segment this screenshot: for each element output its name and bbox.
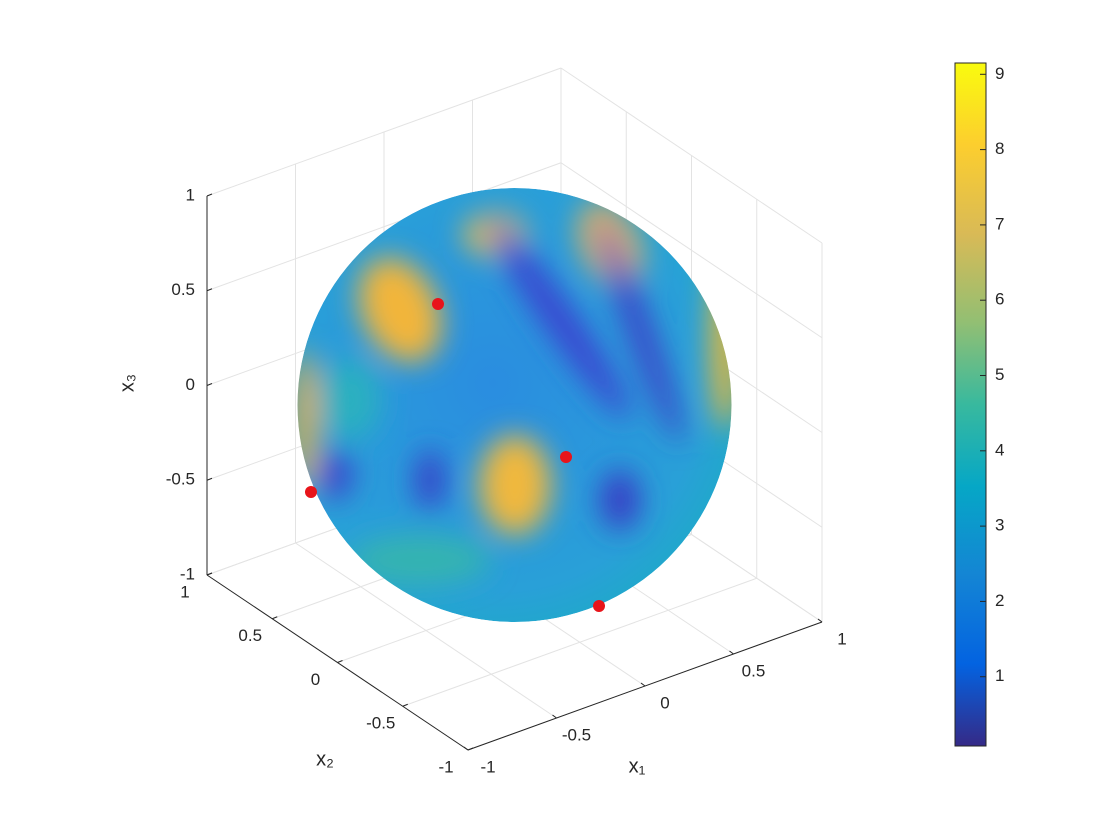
tick-mark [817, 618, 823, 623]
y-tick-label: 1 [180, 582, 189, 601]
tick-mark [552, 714, 557, 719]
x-axis-label: x₁ [629, 755, 646, 777]
grid-line [560, 67, 823, 244]
z-tick-label: 0 [186, 375, 195, 394]
tick-mark [206, 572, 213, 576]
colorbar-tick-label: 8 [995, 139, 1004, 158]
z-axis-label: x₃ [116, 374, 138, 392]
x-tick-label: 1 [837, 629, 846, 648]
y-axis-label: x₂ [316, 748, 334, 770]
colorbar-tick-label: 6 [995, 290, 1004, 309]
tick-mark [272, 616, 278, 620]
tick-mark [206, 193, 213, 197]
colorbar-tick-label: 4 [995, 440, 1004, 459]
colorbar-tick-label: 2 [995, 591, 1004, 610]
colorbar-tick-label: 9 [995, 64, 1004, 83]
y-tick-label: 0 [311, 670, 320, 689]
colorbar [954, 62, 987, 747]
colorbar-axis: 1 2 3 4 5 6 7 8 9 [980, 64, 1004, 685]
x-axis-line [467, 621, 823, 751]
marker [432, 298, 444, 310]
y-tick-label: -0.5 [366, 714, 395, 733]
z-tick-label: -1 [180, 564, 195, 583]
tick-mark [337, 660, 343, 663]
axes: -1-0.500.51-1-0.500.51-1-0.500.51 [166, 185, 847, 776]
z-tick-label: -0.5 [166, 470, 195, 489]
x-tick-label: -1 [480, 757, 495, 776]
x-tick-label: 0.5 [742, 661, 766, 680]
colorbar-tick-label: 7 [995, 214, 1004, 233]
grid-line [206, 67, 562, 197]
marker [560, 451, 572, 463]
tick-mark [206, 288, 213, 292]
markers [305, 298, 605, 612]
tick-mark [729, 650, 734, 655]
z-tick-label: 0.5 [171, 280, 195, 299]
grid-line [402, 577, 757, 707]
sphere [297, 188, 732, 622]
colorbar-tick-label: 1 [995, 666, 1004, 685]
tick-mark [402, 703, 408, 707]
y-tick-label: -1 [438, 757, 453, 776]
marker [305, 486, 317, 498]
colorbar-tick-label: 3 [995, 516, 1004, 535]
marker [593, 600, 605, 612]
x-tick-label: -0.5 [562, 725, 591, 744]
grid-line [206, 162, 562, 292]
y-axis-line [206, 574, 469, 751]
colorbar-tick-label: 5 [995, 365, 1004, 384]
z-tick-label: 1 [186, 185, 195, 204]
tick-mark [640, 682, 646, 687]
y-tick-label: 0.5 [238, 626, 262, 645]
grid-line [560, 162, 823, 339]
x-tick-label: 0 [660, 693, 669, 712]
tick-mark [206, 477, 213, 481]
tick-mark [206, 383, 213, 386]
